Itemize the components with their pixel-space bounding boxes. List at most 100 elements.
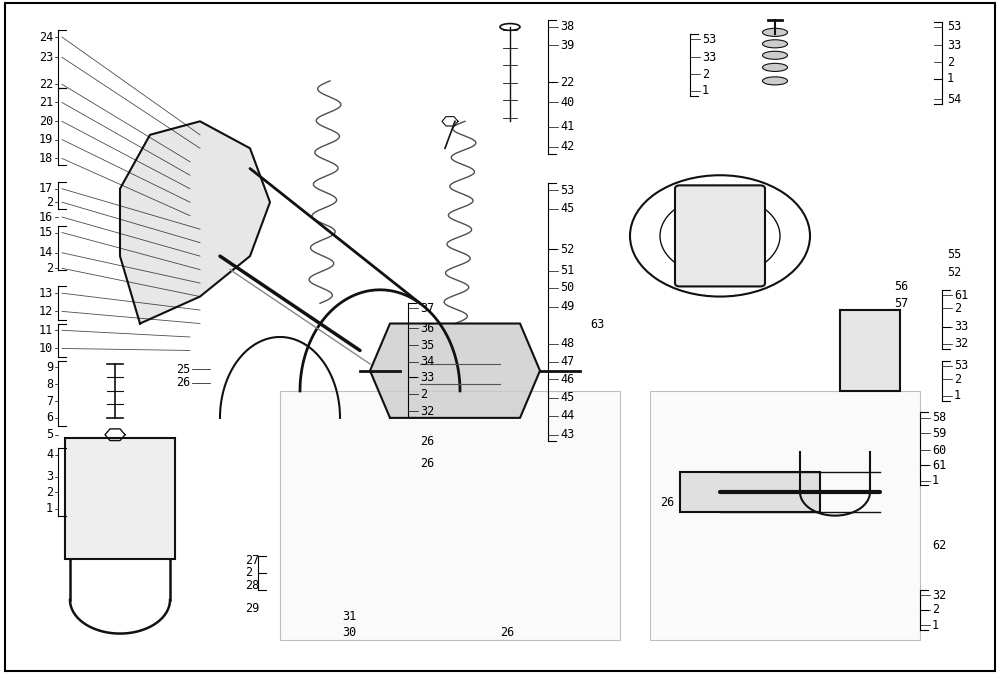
Text: 33: 33 xyxy=(420,371,434,384)
Text: 12: 12 xyxy=(39,305,53,318)
Text: 33: 33 xyxy=(954,320,968,334)
Text: 10: 10 xyxy=(39,342,53,355)
Text: 25: 25 xyxy=(176,363,190,376)
Text: 2: 2 xyxy=(954,301,961,315)
Text: 27: 27 xyxy=(245,554,259,568)
Text: 54: 54 xyxy=(947,92,961,106)
Ellipse shape xyxy=(763,40,788,48)
Text: 37: 37 xyxy=(420,301,434,315)
Bar xyxy=(65,438,175,559)
Text: 3: 3 xyxy=(46,470,53,483)
Text: 26: 26 xyxy=(420,457,434,470)
Ellipse shape xyxy=(763,28,788,36)
Text: 32: 32 xyxy=(932,588,946,602)
Text: 53: 53 xyxy=(702,32,716,46)
Ellipse shape xyxy=(763,63,788,71)
Text: 24: 24 xyxy=(39,30,53,44)
Text: 2: 2 xyxy=(702,67,709,81)
Text: 4: 4 xyxy=(46,448,53,462)
Text: 14: 14 xyxy=(39,246,53,259)
Text: 57: 57 xyxy=(894,297,908,310)
Text: 20: 20 xyxy=(39,115,53,128)
Text: 47: 47 xyxy=(560,355,574,369)
Text: 33: 33 xyxy=(702,51,716,64)
Text: 34: 34 xyxy=(420,355,434,369)
Text: 11: 11 xyxy=(39,324,53,337)
Text: 26: 26 xyxy=(420,435,434,448)
Text: 13: 13 xyxy=(39,286,53,300)
Text: 8: 8 xyxy=(46,377,53,391)
Polygon shape xyxy=(280,391,620,640)
Text: 40: 40 xyxy=(560,96,574,109)
Text: 36: 36 xyxy=(420,321,434,335)
Text: 2: 2 xyxy=(245,566,252,580)
Text: 29: 29 xyxy=(245,602,259,615)
Text: 32: 32 xyxy=(420,404,434,418)
Text: 2: 2 xyxy=(46,262,53,275)
FancyBboxPatch shape xyxy=(675,185,765,286)
Bar xyxy=(680,472,820,512)
Text: 9: 9 xyxy=(46,361,53,374)
Text: 21: 21 xyxy=(39,96,53,109)
Text: 22: 22 xyxy=(39,78,53,91)
Text: 61: 61 xyxy=(954,288,968,302)
Text: 30: 30 xyxy=(342,625,356,639)
Text: 19: 19 xyxy=(39,133,53,146)
Text: 31: 31 xyxy=(342,610,356,623)
Text: 41: 41 xyxy=(560,120,574,133)
Text: 50: 50 xyxy=(560,281,574,295)
Text: 33: 33 xyxy=(947,38,961,52)
Text: 1: 1 xyxy=(954,389,961,402)
Text: 26: 26 xyxy=(660,495,674,509)
Text: 22: 22 xyxy=(560,75,574,89)
Text: 35: 35 xyxy=(420,338,434,352)
Text: 5: 5 xyxy=(46,428,53,441)
Text: 63: 63 xyxy=(590,318,604,332)
Text: 1: 1 xyxy=(947,72,954,86)
Text: 44: 44 xyxy=(560,409,574,423)
Text: 43: 43 xyxy=(560,428,574,441)
Text: 48: 48 xyxy=(560,337,574,350)
Text: 26: 26 xyxy=(500,625,514,639)
Text: 6: 6 xyxy=(46,411,53,425)
Text: 2: 2 xyxy=(947,55,954,69)
Text: 52: 52 xyxy=(560,243,574,256)
Text: 23: 23 xyxy=(39,51,53,64)
Text: 2: 2 xyxy=(954,373,961,386)
Text: 45: 45 xyxy=(560,202,574,216)
Text: 15: 15 xyxy=(39,226,53,239)
Text: 26: 26 xyxy=(176,376,190,390)
Polygon shape xyxy=(120,121,270,324)
Text: 38: 38 xyxy=(560,20,574,34)
Text: 2: 2 xyxy=(46,485,53,499)
Text: 62: 62 xyxy=(932,539,946,553)
Text: 42: 42 xyxy=(560,140,574,154)
Polygon shape xyxy=(650,391,920,640)
Text: 2: 2 xyxy=(420,388,427,401)
Text: 58: 58 xyxy=(932,411,946,425)
Text: 1: 1 xyxy=(46,502,53,516)
Text: 39: 39 xyxy=(560,38,574,52)
Ellipse shape xyxy=(763,51,788,59)
Text: 61: 61 xyxy=(932,458,946,472)
Text: 28: 28 xyxy=(245,578,259,592)
Text: 55: 55 xyxy=(947,248,961,262)
Text: 51: 51 xyxy=(560,264,574,278)
Polygon shape xyxy=(370,324,540,418)
Text: 2: 2 xyxy=(932,603,939,617)
Text: 32: 32 xyxy=(954,337,968,350)
Text: 16: 16 xyxy=(39,210,53,224)
Text: 53: 53 xyxy=(954,359,968,373)
Text: 56: 56 xyxy=(894,280,908,293)
Text: 53: 53 xyxy=(560,183,574,197)
Text: 49: 49 xyxy=(560,300,574,313)
Text: 2: 2 xyxy=(46,195,53,209)
Text: 18: 18 xyxy=(39,152,53,165)
Text: 1: 1 xyxy=(702,84,709,98)
Text: 1: 1 xyxy=(932,474,939,487)
Text: 1: 1 xyxy=(932,619,939,632)
Text: 59: 59 xyxy=(932,427,946,440)
Bar xyxy=(840,310,900,391)
Text: 46: 46 xyxy=(560,373,574,386)
Text: 17: 17 xyxy=(39,182,53,195)
